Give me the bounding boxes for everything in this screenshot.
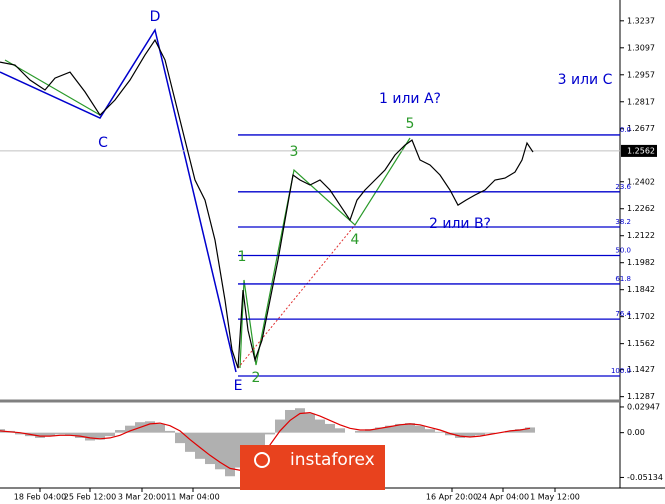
x-tick-label: 1 May 12:00 — [530, 493, 580, 502]
subwave-line — [4, 59, 101, 116]
x-tick-label: 16 Apr 20:00 — [426, 493, 478, 502]
osc-bar — [315, 419, 325, 433]
fib-label: 23.6 — [615, 183, 631, 191]
last-price-label: 1.2562 — [627, 146, 655, 155]
osc-bar — [175, 432, 185, 444]
osc-bar — [185, 432, 195, 452]
y-tick-label: 1.1287 — [627, 392, 655, 401]
osc-bar — [215, 432, 225, 470]
osc-bar — [55, 432, 65, 435]
last-price-box — [621, 144, 657, 157]
osc-bar — [505, 430, 515, 433]
watermark: instaforex — [240, 445, 385, 490]
fib-label: 50.0 — [615, 246, 631, 254]
wave-label: 1 — [238, 249, 247, 265]
wave-label: 2 — [252, 370, 261, 386]
wave-label: 5 — [406, 116, 415, 132]
osc-bar — [525, 427, 535, 433]
osc-bar — [405, 423, 415, 433]
osc-bar — [415, 425, 425, 433]
y-tick-label: 1.1702 — [627, 312, 655, 321]
wave-label: 3 — [290, 144, 299, 160]
price-line — [0, 38, 534, 369]
osc-bar — [165, 430, 175, 433]
fib-label: 76.4 — [615, 310, 631, 318]
osc-bar — [155, 423, 165, 433]
y-tick-label: 1.2817 — [627, 97, 655, 106]
y-tick-label: 1.2402 — [627, 177, 655, 186]
wave-label: C — [98, 135, 108, 151]
osc-bar — [475, 432, 485, 436]
fib-label: 38.2 — [615, 218, 631, 226]
osc-bar — [465, 432, 475, 438]
osc-bar — [305, 413, 315, 433]
x-tick-label: 11 Mar 04:00 — [166, 493, 219, 502]
osc-tick-label: -0.05134 — [627, 473, 663, 482]
osc-bar — [275, 419, 285, 433]
osc-bar — [365, 429, 375, 433]
osc-bar — [485, 432, 495, 434]
osc-bar — [435, 431, 445, 433]
osc-bar — [425, 429, 435, 433]
osc-bar — [195, 432, 205, 459]
watermark-icon — [254, 452, 270, 468]
osc-bar — [295, 408, 305, 433]
osc-bar — [95, 432, 105, 440]
osc-bar — [15, 432, 25, 435]
osc-bar — [355, 430, 365, 433]
fib-label: 100.0 — [611, 367, 631, 375]
wave-lines — [0, 28, 237, 373]
wave-label: D — [150, 9, 161, 25]
y-tick-label: 1.1842 — [627, 285, 655, 294]
y-tick-label: 1.2957 — [627, 70, 655, 79]
y-tick-label: 1.3237 — [627, 16, 655, 25]
osc-bar — [385, 425, 395, 433]
y-tick-label: 1.2677 — [627, 124, 655, 133]
osc-bar — [75, 432, 85, 438]
osc-bar — [105, 432, 115, 437]
wave-line — [0, 28, 237, 373]
osc-bar — [255, 432, 265, 449]
y-tick-label: 1.1982 — [627, 258, 655, 267]
osc-tick-label: 0.00 — [627, 428, 645, 437]
wave-label: 1 или A? — [379, 91, 441, 107]
y-tick-label: 1.1427 — [627, 365, 655, 374]
wave-label: 2 или B? — [429, 216, 491, 232]
osc-bar — [145, 421, 155, 433]
osc-bar — [115, 430, 125, 433]
osc-tick-label: 0.02947 — [627, 402, 660, 411]
osc-bar — [125, 425, 135, 433]
y-tick-label: 1.1562 — [627, 339, 655, 348]
osc-bar — [265, 432, 275, 435]
osc-bar — [35, 432, 45, 438]
y-tick-label: 1.2122 — [627, 231, 655, 240]
osc-bar — [515, 429, 525, 433]
wave-label: 4 — [351, 232, 360, 248]
wave-label: E — [234, 378, 243, 394]
wave-label: 3 или C — [558, 72, 613, 88]
osc-bar — [205, 432, 215, 465]
x-tick-label: 25 Feb 12:00 — [64, 493, 116, 502]
osc-bar — [455, 432, 465, 438]
y-tick-label: 1.2262 — [627, 204, 655, 213]
x-tick-label: 24 Apr 04:00 — [477, 493, 529, 502]
fib-label: 61.8 — [615, 275, 631, 283]
osc-bar — [225, 432, 235, 477]
osc-bar — [325, 423, 335, 433]
osc-bar — [335, 428, 345, 433]
osc-bar — [285, 409, 295, 433]
trend-line — [237, 224, 356, 369]
osc-bar — [45, 432, 55, 437]
x-tick-label: 3 Mar 20:00 — [118, 493, 166, 502]
watermark-text: instaforex — [290, 450, 375, 470]
osc-bar — [375, 427, 385, 433]
osc-bar — [395, 423, 405, 433]
fib-label: 0.0 — [620, 126, 631, 134]
x-tick-label: 18 Feb 04:00 — [14, 493, 66, 502]
osc-bar — [85, 432, 95, 441]
y-tick-label: 1.3097 — [627, 43, 655, 52]
osc-bar — [65, 432, 75, 436]
